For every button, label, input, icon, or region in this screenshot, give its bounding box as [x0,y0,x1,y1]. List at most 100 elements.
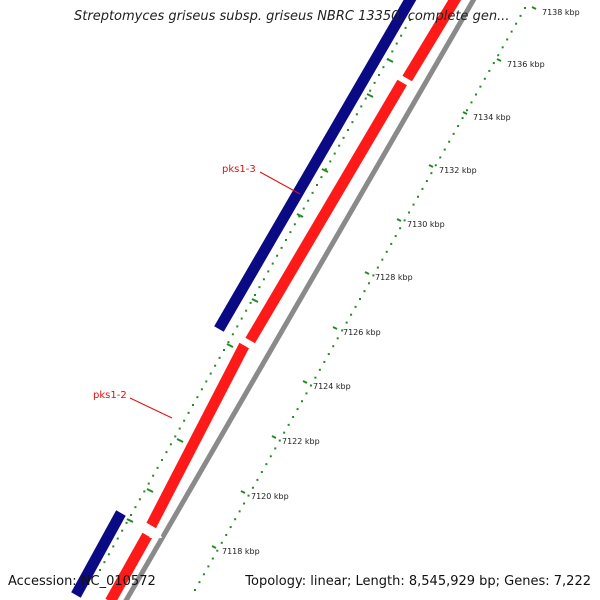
accession-label: Accession: NC_010572 [8,574,156,589]
tick-mark [296,213,304,218]
scale-label: 7122 kbp [282,437,320,446]
dotted-guide [474,93,477,96]
dotted-guide [130,514,132,516]
dotted-guide [355,113,358,116]
dotted-guide [457,124,460,127]
tick-mark [321,168,329,173]
dotted-guide [278,439,281,442]
dotted-guide [336,337,339,340]
dotted-guide [448,140,451,143]
gene-labels: pks1-3 pks1-2 [93,164,301,419]
dotted-guide [99,569,101,571]
dotted-guide [169,443,172,446]
dotted-guide [470,101,473,104]
gene-arrow [249,342,262,350]
dotted-guide [247,494,250,497]
dotted-guide [254,294,256,296]
dotted-guide [220,541,223,544]
dotted-guide [225,533,228,536]
dotted-guide [240,317,243,320]
dotted-guide [497,54,500,57]
dotted-guide [409,19,411,21]
dotted-guide [367,282,370,285]
scale-label: 7128 kbp [375,273,413,282]
scale-label: 7134 kbp [473,113,511,122]
dotted-guide [421,187,424,190]
dotted-guide [403,219,406,222]
scale-tick [462,111,468,115]
dotted-guide [302,207,305,210]
dotted-guide [372,274,375,277]
dotted-guide [488,69,491,72]
dotted-guide [156,466,159,469]
dotted-guide [187,411,190,414]
dotted-guide [400,34,403,37]
genome-summary: Topology: linear; Length: 8,545,929 bp; … [245,574,591,589]
gene-tracks [71,0,477,600]
dotted-guide [354,305,357,308]
gene-label-pks1-2: pks1-2 [93,390,127,401]
dotted-guide [165,451,168,454]
scale-label: 7132 kbp [439,166,477,175]
dotted-guide [251,486,254,489]
dotted-guide [207,565,210,568]
dotted-guide [192,404,194,406]
dotted-guide [338,144,341,147]
gene-arrow [402,0,462,82]
dotted-guide [318,368,321,371]
gene-label-leader [129,397,173,419]
dotted-guide [347,129,349,131]
scale-tick [271,435,277,439]
scale-tick [302,380,308,384]
dotted-guide [524,7,526,9]
scale-label: 7120 kbp [251,492,289,501]
dotted-guide [152,474,155,477]
dotted-guide [376,266,379,269]
dotted-guide [327,353,330,356]
dotted-guide [492,62,495,65]
gene-arrow [105,532,152,600]
dotted-guide [194,589,196,591]
gene-arrow [71,510,126,598]
dotted-guide [267,270,270,273]
dotted-guide [519,14,522,17]
dotted-guide [260,471,263,474]
dotted-guide [483,77,486,80]
dotted-guide [369,89,372,92]
dotted-guide [381,258,384,261]
dotted-guide [373,81,376,84]
dotted-guide [324,168,327,171]
dotted-guide [443,148,446,151]
dotted-guide [332,345,335,348]
dotted-guide [329,160,332,163]
dotted-guide [112,545,115,548]
dotted-guide [391,50,394,53]
tick-mark [251,298,259,303]
dotted-guide [363,290,366,293]
dotted-guide [236,325,239,328]
dotted-guide [271,262,274,265]
map-title: Streptomyces griseus subsp. griseus NBRC… [74,9,510,24]
dotted-guide [138,498,141,501]
scale-tick [332,326,338,330]
dotted-guide [285,239,287,241]
dotted-guide [125,521,128,524]
gene-label-pks1-3: pks1-3 [222,164,256,175]
dotted-guide [262,278,265,281]
scale-bar: 7118 kbp 7120 kbp 7122 kbp 7124 kbp 7126 kbp… [211,6,580,556]
dotted-guide [351,121,354,124]
scale-tick [428,164,434,168]
dotted-guides [99,7,526,591]
gene-arrow [245,79,407,344]
gene-arrow [146,342,249,529]
dotted-guide [174,435,177,438]
dotted-guide [196,396,199,399]
dotted-guide [364,97,367,100]
dotted-guide [256,478,259,481]
dotted-guide [287,423,290,426]
dotted-guide [307,199,310,202]
dotted-guide [408,211,411,214]
tick-mark [386,58,394,63]
scale-label: 7138 kbp [542,8,580,17]
dotted-guide [350,313,353,316]
